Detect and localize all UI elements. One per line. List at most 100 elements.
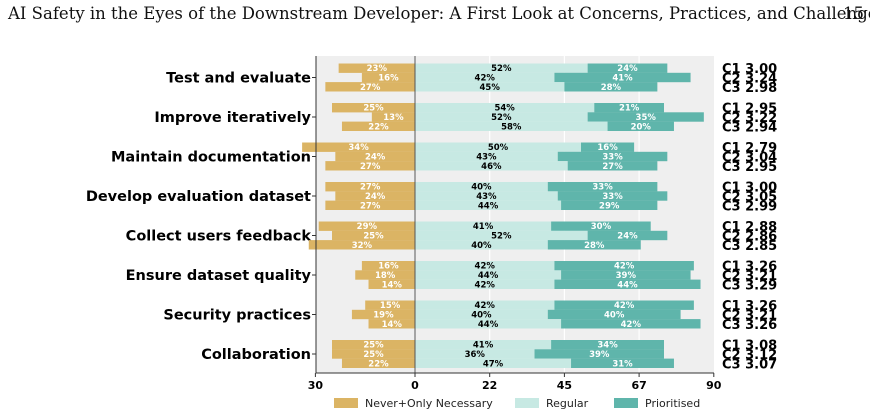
bar-never <box>318 221 415 231</box>
category-label: Collect users feedback <box>126 229 312 245</box>
bar-regular <box>415 340 552 350</box>
score-label: C1 3.00 <box>722 181 777 196</box>
bar-prioritised <box>554 72 691 83</box>
label-regular: 43% <box>476 153 497 163</box>
label-never: 27% <box>360 162 381 172</box>
bar-never <box>368 319 415 329</box>
category-label: Develop evaluation dataset <box>86 189 311 205</box>
bar-regular <box>415 200 562 210</box>
bar-regular <box>415 221 552 231</box>
category-label: Ensure dataset quality <box>126 268 312 284</box>
label-never: 18% <box>375 271 396 281</box>
label-never: 13% <box>383 113 404 123</box>
label-prioritised: 42% <box>614 301 635 311</box>
bar-prioritised <box>607 121 674 131</box>
bar-never <box>325 161 415 171</box>
label-prioritised: 24% <box>617 64 638 74</box>
label-prioritised: 16% <box>597 143 618 153</box>
bar-prioritised <box>567 161 658 171</box>
bar-regular <box>415 182 548 192</box>
label-regular: 52% <box>491 232 512 242</box>
score-label: C3 3.07 <box>722 357 777 372</box>
label-prioritised: 41% <box>612 74 633 84</box>
bar-never <box>332 230 415 241</box>
bar-regular <box>415 72 555 83</box>
running-title: AI Safety in the Eyes of the Downstream … <box>8 4 870 23</box>
bar-regular <box>415 300 555 310</box>
label-never: 25% <box>363 341 384 351</box>
legend-label: Prioritised <box>645 397 700 410</box>
label-never: 34% <box>348 143 369 153</box>
score-label: C3 2.99 <box>722 199 777 214</box>
bar-prioritised <box>561 200 658 210</box>
bar-never <box>361 261 415 271</box>
bar-regular <box>415 151 558 162</box>
label-never: 24% <box>365 153 386 163</box>
score-label: C2 3.12 <box>722 348 777 363</box>
label-prioritised: 28% <box>584 241 605 251</box>
label-regular: 42% <box>475 74 496 84</box>
label-regular: 52% <box>491 64 512 74</box>
label-never: 27% <box>360 183 381 193</box>
bar-prioritised <box>554 261 694 271</box>
legend-swatch <box>334 398 358 408</box>
bar-prioritised <box>554 300 694 310</box>
bar-regular <box>415 319 562 329</box>
bar-regular <box>415 240 548 250</box>
label-never: 19% <box>373 311 394 321</box>
bar-regular <box>415 349 535 359</box>
label-prioritised: 40% <box>604 311 625 321</box>
bar-prioritised <box>581 142 635 152</box>
label-prioritised: 28% <box>601 83 622 93</box>
score-label: C3 3.29 <box>722 278 777 293</box>
bar-never <box>371 112 415 122</box>
bar-never <box>325 82 415 92</box>
label-regular: 41% <box>473 341 494 351</box>
label-never: 27% <box>360 201 381 211</box>
label-regular: 46% <box>481 162 502 172</box>
bar-never <box>341 121 415 131</box>
label-prioritised: 44% <box>617 280 638 290</box>
bar-regular <box>415 82 565 92</box>
score-label: C3 3.26 <box>722 318 777 333</box>
label-regular: 36% <box>465 350 486 360</box>
bar-regular <box>415 63 588 73</box>
score-label: C1 3.00 <box>722 62 777 77</box>
bar-never <box>341 358 415 368</box>
label-never: 22% <box>368 359 389 369</box>
score-label: C2 3.21 <box>722 269 777 284</box>
category-label: Improve iteratively <box>154 110 311 126</box>
bar-never <box>302 142 415 152</box>
score-label: C2 3.22 <box>722 111 777 126</box>
bar-never <box>335 151 415 162</box>
label-never: 27% <box>360 83 381 93</box>
legend-swatch <box>515 398 539 408</box>
bar-prioritised <box>547 309 681 320</box>
bar-prioritised <box>554 279 701 289</box>
page-header: AI Safety in the Eyes of the Downstream … <box>0 0 870 34</box>
category-label: Security practices <box>163 308 311 324</box>
legend-label: Regular <box>546 397 589 410</box>
score-label: C3 2.98 <box>722 81 777 96</box>
x-tick-label: 0 <box>411 379 419 392</box>
legend-label: Never+Only Necessary <box>365 397 493 410</box>
bar-never <box>332 103 415 113</box>
bar-regular <box>415 358 572 368</box>
bar-regular <box>415 261 555 271</box>
x-tick-label: 30 <box>308 379 324 392</box>
label-regular: 47% <box>483 359 504 369</box>
bar-never <box>308 240 415 250</box>
label-never: 29% <box>357 222 378 232</box>
bar-never <box>325 182 415 192</box>
label-never: 16% <box>378 262 399 272</box>
bar-never <box>332 349 415 359</box>
score-label: C1 2.79 <box>722 141 777 156</box>
label-never: 25% <box>363 232 384 242</box>
bar-never <box>335 191 415 201</box>
bar-never <box>361 72 415 83</box>
bar-never <box>338 63 415 73</box>
bar-regular <box>415 142 581 152</box>
bar-never <box>368 279 415 289</box>
bar-regular <box>415 161 568 171</box>
label-never: 14% <box>382 320 403 330</box>
